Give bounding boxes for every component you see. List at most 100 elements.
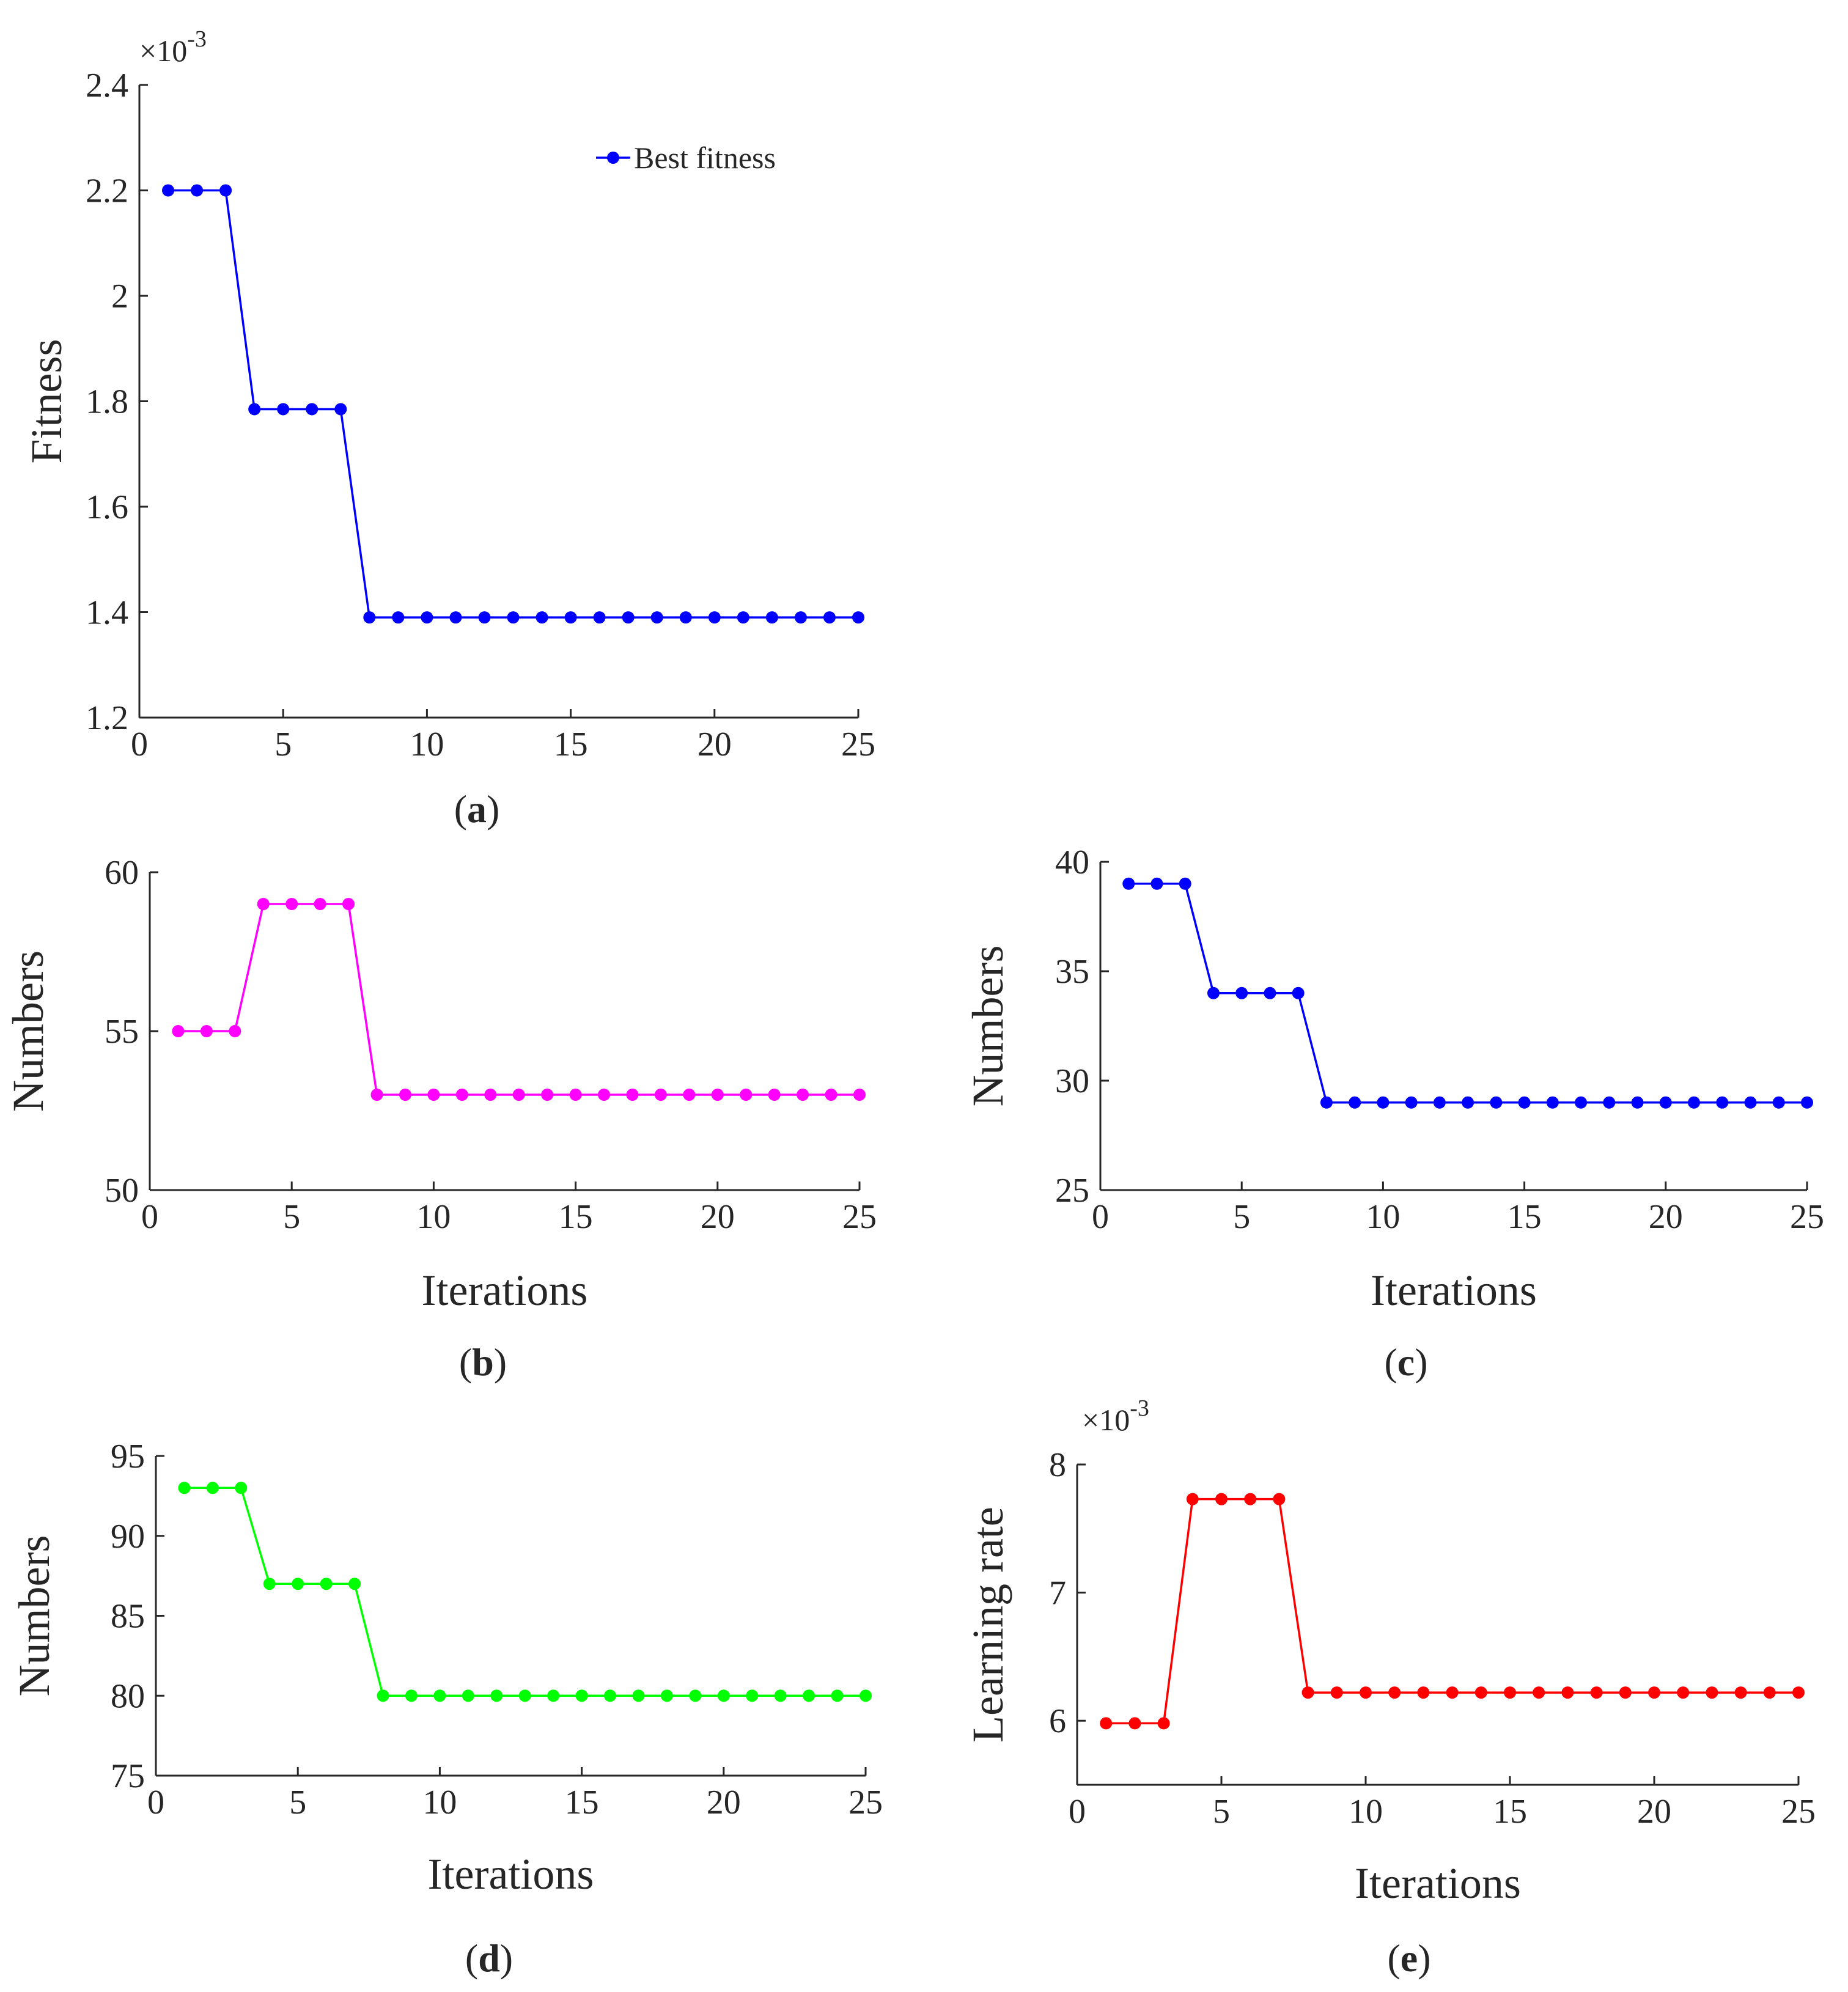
data-point <box>334 403 347 416</box>
data-point <box>683 1089 696 1101</box>
data-point <box>1388 1686 1401 1699</box>
data-point <box>774 1689 787 1702</box>
data-point <box>569 1089 582 1101</box>
y-tick-label: 75 <box>111 1757 145 1795</box>
data-point <box>1244 1493 1257 1505</box>
data-point <box>1292 987 1305 999</box>
data-point <box>229 1025 241 1037</box>
x-axis-label: Iterations <box>422 1266 588 1315</box>
data-point <box>348 1578 361 1590</box>
y-axis-label: Numbers <box>10 1535 59 1697</box>
data-point <box>746 1689 759 1702</box>
data-point <box>852 611 864 624</box>
data-point <box>1474 1686 1487 1699</box>
y-tick-label: 1.2 <box>86 699 128 737</box>
x-axis-label: Iterations <box>1371 1266 1537 1315</box>
data-point <box>200 1025 213 1037</box>
data-point <box>632 1689 645 1702</box>
x-tick-label: 20 <box>701 1198 735 1236</box>
data-point <box>1349 1096 1361 1109</box>
data-point <box>1677 1686 1690 1699</box>
data-point <box>650 611 663 624</box>
data-point <box>708 611 721 624</box>
data-point <box>248 403 261 416</box>
data-point <box>1157 1717 1170 1730</box>
axis-multiplier: ×10-3 <box>139 26 207 68</box>
data-point <box>370 1089 383 1101</box>
y-tick-label: 6 <box>1049 1702 1066 1740</box>
data-point <box>1405 1096 1418 1109</box>
data-point <box>1264 987 1276 999</box>
data-point <box>462 1689 474 1702</box>
data-point <box>1504 1686 1516 1699</box>
y-tick-label: 8 <box>1049 1446 1066 1484</box>
y-axis-label: Fitness <box>22 339 71 463</box>
data-point <box>853 1089 866 1101</box>
x-tick-label: 5 <box>1213 1793 1230 1831</box>
data-point <box>598 1089 611 1101</box>
panel-caption: (d) <box>465 1936 513 1980</box>
legend-marker <box>607 152 619 164</box>
x-axis-label: Iterations <box>1355 1859 1521 1908</box>
y-tick-label: 7 <box>1049 1575 1066 1612</box>
data-point <box>1186 1493 1199 1505</box>
data-point <box>1490 1096 1503 1109</box>
data-point <box>575 1689 588 1702</box>
x-tick-label: 15 <box>554 726 588 763</box>
data-point <box>797 1089 809 1101</box>
panel-caption: (c) <box>1384 1340 1427 1384</box>
data-point <box>478 611 491 624</box>
data-point <box>1273 1493 1286 1505</box>
data-point <box>1619 1686 1632 1699</box>
y-tick-label: 40 <box>1055 843 1089 881</box>
x-axis-label: Iterations <box>428 1850 594 1898</box>
x-tick-label: 5 <box>1233 1198 1250 1236</box>
x-tick-label: 15 <box>559 1198 593 1236</box>
x-tick-label: 25 <box>849 1784 883 1821</box>
data-point <box>490 1689 503 1702</box>
data-point <box>740 1089 753 1101</box>
data-point <box>1744 1096 1757 1109</box>
data-point <box>1235 987 1248 999</box>
data-point <box>737 611 749 624</box>
y-axis-label: Numbers <box>963 946 1012 1107</box>
data-point <box>547 1689 560 1702</box>
data-point <box>794 611 807 624</box>
data-point <box>1648 1686 1660 1699</box>
data-point <box>1631 1096 1644 1109</box>
y-axis-label: Learning rate <box>963 1507 1012 1743</box>
x-tick-label: 25 <box>1781 1793 1816 1831</box>
data-point <box>1179 877 1191 890</box>
x-tick-label: 20 <box>707 1784 741 1821</box>
data-point <box>172 1025 185 1037</box>
data-point <box>1215 1493 1228 1505</box>
data-point <box>1150 877 1163 890</box>
y-tick-label: 80 <box>111 1677 145 1715</box>
y-tick-label: 55 <box>105 1013 139 1051</box>
x-tick-label: 0 <box>147 1784 164 1821</box>
data-point <box>1301 1686 1314 1699</box>
data-point <box>679 611 692 624</box>
data-point <box>314 898 326 910</box>
data-point <box>405 1689 418 1702</box>
y-tick-label: 1.6 <box>86 488 128 526</box>
x-tick-label: 0 <box>1069 1793 1086 1831</box>
data-point <box>162 184 175 197</box>
x-tick-label: 0 <box>131 726 148 763</box>
data-point <box>604 1689 617 1702</box>
chart-e: 0 5 10 15 20 25 6 7 8 ×10-3 Learning rate Iteration… <box>963 1395 1816 1980</box>
data-point <box>1792 1686 1805 1699</box>
y-tick-label: 60 <box>105 854 139 892</box>
data-point <box>593 611 606 624</box>
y-tick-label: 2.4 <box>86 67 128 105</box>
data-point <box>320 1578 333 1590</box>
y-axis-label: Numbers <box>4 950 53 1112</box>
y-tick-label: 95 <box>111 1438 145 1476</box>
x-tick-label: 25 <box>1790 1198 1824 1236</box>
data-point <box>860 1689 872 1702</box>
data-point <box>1603 1096 1616 1109</box>
data-point <box>1122 877 1135 890</box>
data-point <box>1417 1686 1430 1699</box>
data-point <box>1734 1686 1747 1699</box>
data-point <box>711 1089 724 1101</box>
